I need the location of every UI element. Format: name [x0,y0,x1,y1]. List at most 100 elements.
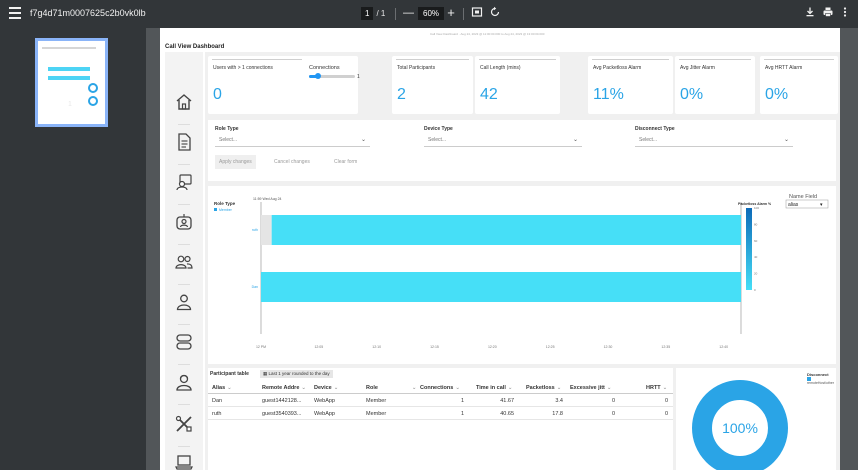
name-field-label: Name Field [789,194,817,200]
clear-form-button[interactable]: Clear form [334,159,358,165]
column-header[interactable]: Remote Addre ⌄ [262,385,306,391]
x-tick-label: 12:15 [430,345,439,349]
column-header[interactable]: Packetloss ⌄ [526,385,562,391]
card-value: 0 [213,86,222,103]
fit-page-icon[interactable] [471,6,483,20]
bar-ruth [271,215,741,245]
page-separator: / [376,9,379,18]
table-row[interactable]: Dan guest1442128... WebApp Member 1 41.6… [208,395,673,407]
x-tick-label: 12 PM [256,345,266,349]
participant-table: Participant table ▦ Last 1 year rounded … [208,368,673,470]
column-header[interactable]: Alias ⌄ [212,385,232,391]
cancel-changes-button[interactable]: Cancel changes [274,159,310,165]
colorbar-tick: 0 [754,288,756,292]
timeline-chart-svg: Role Type Member 11:59 Wed Aug 24 ruth Da… [214,194,829,349]
calendar-icon: ▦ [263,371,268,376]
connections-slider[interactable] [309,73,355,79]
home-icon[interactable] [174,92,194,112]
slider-handle[interactable] [315,73,322,79]
cell-connections: 1 [460,411,464,417]
toolbar-divider [395,8,396,20]
connections-card: Users with > 1 connections 0 Connections… [208,56,360,114]
more-options-icon[interactable] [840,6,850,20]
laptop-icon[interactable] [174,452,194,470]
download-icon[interactable] [804,6,816,20]
print-icon[interactable] [822,6,834,20]
column-header[interactable]: Device ⌄ [314,385,339,391]
category-label: Dan [252,285,258,289]
cell-role: Member [366,411,387,417]
column-header[interactable]: Excessive jitt ⌄ [570,385,612,391]
cell-jitter: 0 [611,411,615,417]
table-row[interactable]: ruth guest3540393... WebApp Member 1 40.… [208,408,673,420]
donut-chart-svg: 100% [692,380,788,470]
cell-jitter: 0 [611,398,615,404]
tools-icon[interactable] [174,414,194,434]
dashboard-nav [165,52,203,470]
page-thumbnail[interactable] [35,38,108,127]
pdf-toolbar: f7g4d71m0007625c2b0vk0lb 1 / 1 — 60% + [0,0,858,28]
role-type-label: Role Type [215,126,239,132]
apply-changes-button[interactable]: Apply changes [215,155,256,169]
time-range-text: Last 1 year rounded to the day [268,371,330,376]
cell-device: WebApp [314,398,335,404]
device-type-label: Device Type [424,126,453,132]
rotate-icon[interactable] [489,6,501,20]
card-label: Total Participants [397,65,436,71]
chevron-down-icon: ▾ [820,202,823,208]
zoom-level-input[interactable]: 60% [418,7,445,20]
colorbar [746,208,752,290]
device-type-select[interactable]: Select... ⌄ [424,134,582,147]
cell-alias: Dan [212,398,223,404]
card-value: 42 [480,86,498,103]
robot-user-icon[interactable] [174,212,194,232]
stat-card-call-length: Call Length (mins) 42 [475,56,560,114]
legend-text: remoteHost/other [807,381,835,386]
cell-alias: ruth [212,411,222,417]
select-placeholder: Select... [428,137,447,143]
stat-card-total-participants: Total Participants 2 [392,56,473,114]
donut-slice[interactable] [692,380,788,470]
users-icon[interactable] [174,252,194,272]
column-header[interactable]: Connections ⌄ [420,385,460,391]
disconnect-type-select[interactable]: Select... ⌄ [635,134,793,147]
user-icon[interactable] [174,292,194,312]
servers-icon[interactable] [174,332,194,352]
column-header[interactable]: Role ⌄ [366,385,417,391]
thumbnail-sidebar: 1 [0,28,146,470]
column-header[interactable]: Time in call ⌄ [476,385,513,391]
name-field-select[interactable]: alias ▾ [785,199,829,209]
name-field-value: alias [788,202,799,208]
legend-swatch [214,208,217,211]
x-tick-label: 12:40 [719,345,728,349]
cell-time-in-call: 41.67 [500,398,514,404]
stat-card-jitter: Avg Jitter Alarm 0% [675,56,755,114]
cell-remote-address: guest1442128... [262,398,302,404]
document-title: f7g4d71m0007625c2b0vk0lb [30,8,146,18]
menu-icon[interactable] [9,7,21,19]
document-icon[interactable] [174,132,194,152]
page-number-input[interactable]: 1 [361,7,374,20]
bar-Dan [261,272,741,302]
slider-label: Connections [309,65,340,71]
time-range-chip[interactable]: ▦ Last 1 year rounded to the day [260,370,333,378]
nav-divider [178,284,190,285]
card-value: 0% [680,86,704,103]
toolbar-divider [463,8,464,20]
card-label: Avg HRTT Alarm [765,65,803,71]
zoom-out-button[interactable]: — [403,7,414,19]
user-screen-icon[interactable] [174,172,194,192]
card-value: 2 [397,86,406,103]
x-tick-label: 12:20 [488,345,497,349]
zoom-in-button[interactable]: + [447,5,455,20]
column-header[interactable]: HRTT ⌄ [646,385,668,391]
slider-fill [309,75,319,78]
agent-icon[interactable] [174,372,194,392]
cell-time-in-call: 40.65 [500,411,514,417]
cell-hrtt: 0 [664,411,668,417]
nav-divider [178,324,190,325]
select-placeholder: Select... [639,137,658,143]
role-type-select[interactable]: Select... ⌄ [215,134,370,147]
stat-card-packetloss: Avg Packetloss Alarm 11% [588,56,673,114]
slider-max-label: 1 [357,74,360,80]
